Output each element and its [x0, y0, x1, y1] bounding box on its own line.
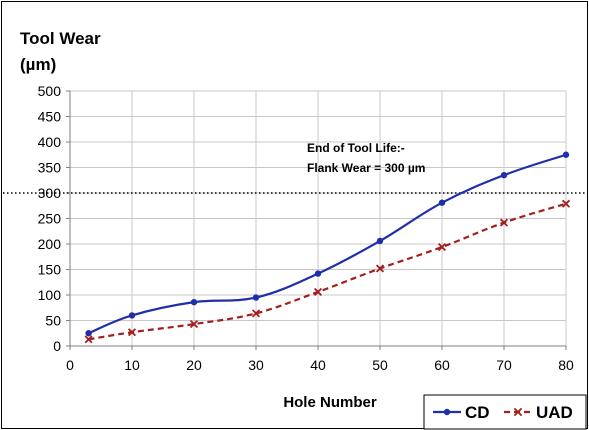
series-uad-point: [84, 335, 93, 344]
series-uad-point-stroke: [84, 335, 93, 344]
series-cd-point: [376, 237, 384, 245]
x-tick-label: 10: [124, 357, 140, 373]
series-cd-point: [128, 312, 136, 319]
y-tick-label: 500: [38, 83, 62, 99]
x-tick-label: 40: [310, 357, 326, 373]
x-axis-title: Hole Number: [283, 394, 377, 411]
series-uad-point: [313, 287, 323, 296]
series-group: [84, 151, 571, 344]
series-uad-point-stroke: [313, 287, 323, 296]
series-uad-point-stroke: [251, 309, 261, 318]
series-cd-point: [500, 171, 508, 179]
annotation-line1: End of Tool Life:-: [307, 141, 405, 155]
y-axis-title-line2: (µm): [20, 55, 56, 74]
series-uad-point: [375, 264, 385, 273]
series-uad-point-stroke: [499, 218, 509, 227]
series-uad-point-stroke: [127, 328, 137, 337]
legend-uad-x-stroke: [513, 407, 523, 417]
series-cd-point: [314, 270, 322, 277]
y-tick-label: 50: [45, 313, 61, 329]
legend-uad-x: [513, 407, 523, 417]
annotation-line2: Flank Wear = 300 µm: [307, 161, 425, 175]
grid-lines: [70, 90, 567, 346]
legend-uad-label: UAD: [536, 403, 573, 422]
x-tick-label: 60: [434, 357, 450, 373]
x-tick-label: 0: [66, 357, 74, 373]
y-tick-label: 350: [38, 160, 62, 176]
y-tick-label: 200: [38, 236, 62, 252]
series-uad-point-stroke: [437, 243, 447, 252]
x-tick-label: 50: [372, 357, 388, 373]
series-uad-line: [88, 202, 567, 341]
series-cd-point: [85, 330, 92, 337]
legend-cd-marker: [443, 408, 451, 416]
x-tick-label: 80: [558, 357, 574, 373]
y-axis-title-line1: Tool Wear: [20, 29, 101, 48]
y-tick-label: 100: [38, 287, 62, 303]
y-tick-label: 450: [38, 109, 62, 125]
y-tick-label: 400: [38, 134, 62, 150]
legend: CD UAD: [423, 394, 587, 430]
series-uad-point: [499, 218, 509, 227]
y-tick-label: 250: [38, 211, 62, 227]
series-uad-point: [561, 199, 571, 208]
series-uad-point: [189, 320, 199, 329]
legend-uad-marker: [513, 407, 523, 417]
x-tick-label: 70: [496, 357, 512, 373]
x-tick-label: 20: [186, 357, 202, 373]
legend-cd-label: CD: [465, 403, 490, 422]
y-tick-label: 0: [53, 338, 61, 354]
y-tick-label: 150: [38, 262, 62, 278]
x-tick-label: 30: [248, 357, 264, 373]
series-uad-point: [127, 328, 137, 337]
y-tick-label: 300: [38, 185, 62, 201]
tick-labels: 0 50 100 150 200 250 300 350 400 450 500 0 10 20 30 40 5…: [38, 83, 574, 373]
series-uad-point-stroke: [561, 199, 571, 208]
axes: [66, 90, 567, 350]
series-uad-point: [251, 309, 261, 318]
series-uad-point: [437, 243, 447, 252]
series-cd-point: [438, 199, 446, 206]
series-cd-point: [562, 151, 570, 158]
series-uad-point-stroke: [189, 320, 199, 329]
series-cd-point: [190, 298, 198, 306]
series-uad-point-stroke: [375, 264, 385, 273]
series-cd-point: [252, 294, 260, 301]
series-cd-line: [88, 153, 567, 335]
